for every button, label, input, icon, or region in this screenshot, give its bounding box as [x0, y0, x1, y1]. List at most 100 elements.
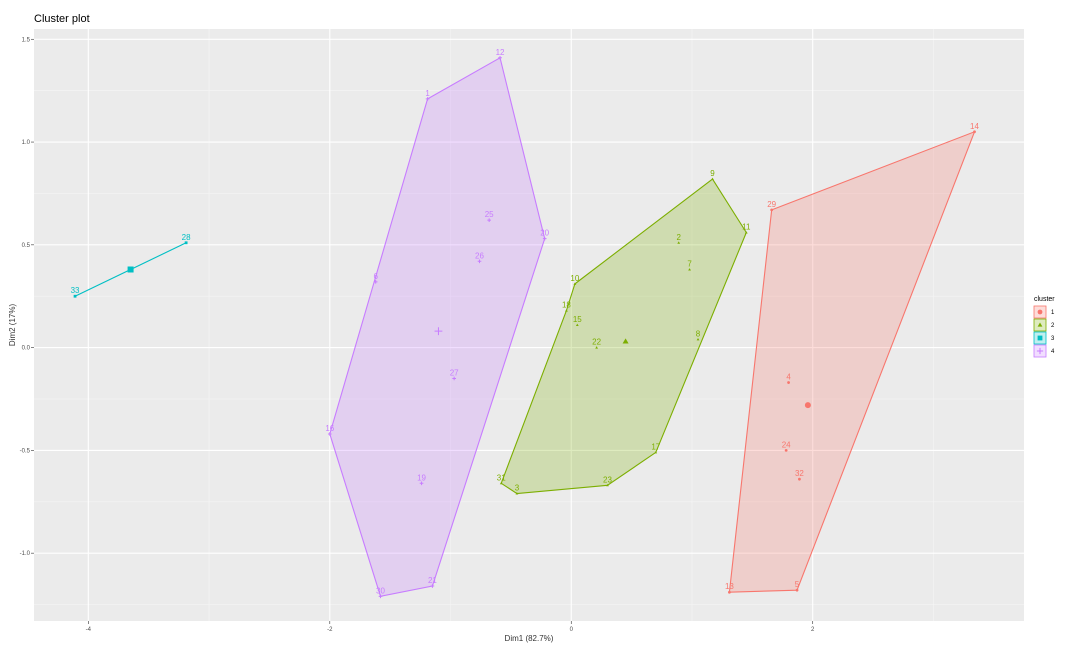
- point-27: [452, 376, 456, 381]
- x-tick-label: 2: [811, 627, 815, 633]
- point-31: [499, 481, 503, 485]
- minor-gridlines: [34, 29, 1024, 621]
- point-10: [573, 282, 577, 285]
- legend-label-1: 1: [1051, 310, 1055, 316]
- point-5: [795, 588, 799, 592]
- data-points: [73, 55, 976, 599]
- point-6: [373, 280, 378, 284]
- point-2: [677, 241, 681, 244]
- point-label-27: 27: [450, 368, 459, 377]
- x-tick-label: -4: [86, 627, 92, 633]
- point-label-23: 23: [603, 475, 612, 484]
- plot-panel: [34, 29, 1024, 621]
- legend-label-2: 2: [1051, 323, 1055, 329]
- point-label-28: 28: [182, 233, 191, 242]
- point-label-11: 11: [742, 223, 751, 232]
- y-axis-label: Dim2 (17%): [8, 304, 17, 347]
- point-16: [327, 432, 332, 436]
- y-tick-label: -0.5: [20, 448, 31, 454]
- point-label-25: 25: [485, 210, 494, 219]
- legend-label-4: 4: [1051, 349, 1055, 355]
- point-26: [477, 259, 482, 264]
- legend-marker-1: [1037, 309, 1043, 315]
- legend-marker-2: [1037, 322, 1043, 327]
- point-15: [575, 323, 579, 326]
- point-label-10: 10: [570, 274, 579, 283]
- point-23: [606, 483, 609, 487]
- point-labels: 1429424325139112710181522817233132833121…: [71, 48, 980, 596]
- point-label-6: 6: [373, 272, 378, 281]
- point-20: [542, 236, 547, 241]
- point-label-19: 19: [417, 473, 426, 482]
- point-label-33: 33: [71, 286, 80, 295]
- x-axis-label: Dim1 (82.7%): [505, 634, 554, 643]
- point-22: [595, 346, 599, 349]
- y-axis-ticks: -1.0 -0.5 0.0 0.5 1.0 1.5: [20, 37, 34, 557]
- point-label-14: 14: [970, 122, 979, 131]
- cluster-1-centroid: [804, 402, 811, 409]
- point-label-12: 12: [496, 48, 505, 57]
- point-28: [184, 241, 188, 245]
- point-label-30: 30: [376, 586, 385, 595]
- point-label-20: 20: [540, 229, 549, 238]
- point-12: [498, 55, 502, 60]
- cluster-4-centroid: [434, 327, 443, 336]
- point-19: [419, 481, 424, 486]
- point-4: [787, 381, 790, 384]
- cluster-centroids: [127, 266, 811, 409]
- point-7: [688, 268, 691, 271]
- point-label-15: 15: [573, 315, 582, 324]
- point-label-22: 22: [592, 338, 601, 347]
- point-label-31: 31: [497, 473, 506, 482]
- point-33: [73, 294, 77, 298]
- point-label-9: 9: [710, 169, 715, 178]
- point-32: [798, 477, 801, 481]
- point-29: [770, 208, 774, 212]
- point-label-3: 3: [515, 484, 520, 493]
- major-gridlines: [34, 29, 1024, 621]
- y-tick-label: -1.0: [20, 551, 31, 557]
- x-tick-label: 0: [570, 627, 574, 633]
- point-30: [378, 594, 383, 599]
- point-21: [430, 584, 435, 588]
- point-label-24: 24: [782, 440, 791, 449]
- point-label-5: 5: [795, 580, 800, 589]
- legend-marker-4: [1036, 347, 1044, 355]
- point-label-17: 17: [651, 442, 660, 451]
- point-label-1: 1: [425, 89, 430, 98]
- cluster-hulls: [74, 56, 976, 597]
- point-label-32: 32: [795, 469, 804, 478]
- point-label-29: 29: [767, 200, 776, 209]
- x-tick-label: -2: [327, 627, 333, 633]
- point-24: [784, 448, 788, 452]
- legend-label-3: 3: [1051, 336, 1055, 342]
- point-label-7: 7: [687, 260, 692, 269]
- point-label-26: 26: [475, 251, 484, 260]
- point-17: [654, 451, 658, 454]
- x-axis-ticks: -4 -2 0 2: [86, 621, 815, 633]
- cluster-2-centroid: [622, 338, 629, 344]
- chart-title: Cluster plot: [34, 13, 90, 25]
- point-25: [487, 218, 491, 222]
- point-label-18: 18: [562, 301, 571, 310]
- y-tick-label: 0.0: [22, 346, 31, 352]
- legend: cluster 1 2 3 4: [1033, 296, 1055, 358]
- point-1: [425, 97, 430, 101]
- point-label-4: 4: [786, 373, 791, 382]
- cluster-3-centroid: [127, 266, 134, 273]
- point-3: [515, 492, 519, 495]
- point-label-16: 16: [325, 424, 334, 433]
- y-tick-label: 1.5: [22, 37, 31, 43]
- point-label-8: 8: [696, 329, 701, 338]
- legend-title: cluster: [1034, 296, 1055, 303]
- y-tick-label: 1.0: [22, 140, 31, 146]
- point-label-21: 21: [428, 576, 437, 585]
- point-18: [565, 309, 568, 312]
- point-label-2: 2: [676, 233, 681, 242]
- point-14: [973, 130, 976, 134]
- point-9: [711, 177, 714, 181]
- legend-marker-3: [1037, 335, 1043, 341]
- point-label-13: 13: [725, 582, 734, 591]
- y-tick-label: 0.5: [22, 243, 31, 249]
